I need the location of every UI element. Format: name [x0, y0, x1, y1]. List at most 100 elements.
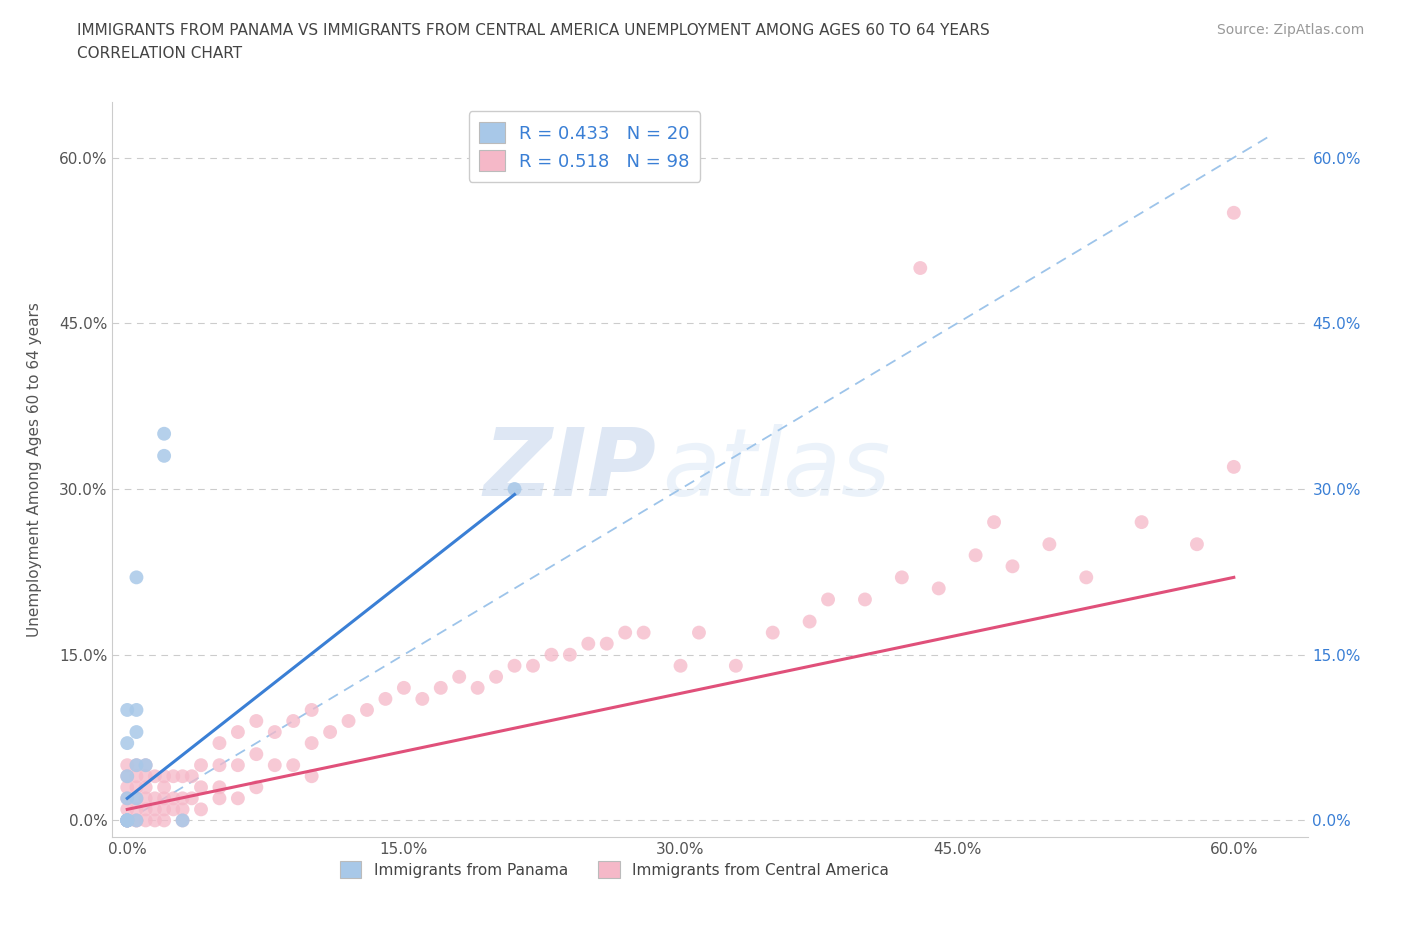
Point: [576, 636, 599, 651]
Point: [153, 802, 176, 817]
Point: [115, 813, 138, 828]
Point: [125, 802, 148, 817]
Point: [115, 813, 138, 828]
Point: [762, 625, 785, 640]
Point: [392, 681, 415, 696]
Point: [688, 625, 710, 640]
Point: [208, 736, 231, 751]
Point: [115, 813, 138, 828]
Point: [1223, 206, 1246, 220]
Point: [669, 658, 692, 673]
Point: [614, 625, 637, 640]
Point: [301, 702, 323, 717]
Point: [503, 658, 526, 673]
Point: [143, 813, 166, 828]
Point: [180, 769, 202, 784]
Point: [356, 702, 378, 717]
Point: [1223, 459, 1246, 474]
Point: [319, 724, 342, 739]
Point: [208, 790, 231, 805]
Point: [143, 769, 166, 784]
Point: [172, 790, 194, 805]
Point: [226, 724, 249, 739]
Point: [115, 790, 138, 805]
Point: [135, 758, 157, 773]
Point: [135, 780, 157, 795]
Point: [263, 758, 285, 773]
Point: [153, 813, 176, 828]
Point: [172, 813, 194, 828]
Legend: Immigrants from Panama, Immigrants from Central America: Immigrants from Panama, Immigrants from …: [333, 855, 896, 884]
Point: [135, 802, 157, 817]
Point: [467, 681, 489, 696]
Point: [172, 813, 194, 828]
Point: [337, 713, 360, 728]
Point: [208, 780, 231, 795]
Point: [283, 713, 305, 728]
Text: IMMIGRANTS FROM PANAMA VS IMMIGRANTS FROM CENTRAL AMERICA UNEMPLOYMENT AMONG AGE: IMMIGRANTS FROM PANAMA VS IMMIGRANTS FRO…: [77, 23, 990, 38]
Point: [125, 769, 148, 784]
Point: [153, 426, 176, 441]
Point: [115, 813, 138, 828]
Point: [226, 758, 249, 773]
Point: [890, 570, 912, 585]
Point: [115, 790, 138, 805]
Point: [928, 581, 950, 596]
Point: [125, 790, 148, 805]
Point: [172, 802, 194, 817]
Point: [153, 769, 176, 784]
Text: CORRELATION CHART: CORRELATION CHART: [77, 46, 242, 61]
Point: [115, 758, 138, 773]
Point: [115, 802, 138, 817]
Text: Source: ZipAtlas.com: Source: ZipAtlas.com: [1216, 23, 1364, 37]
Point: [143, 790, 166, 805]
Point: [135, 758, 157, 773]
Point: [115, 702, 138, 717]
Point: [190, 780, 212, 795]
Text: ZIP: ZIP: [484, 424, 657, 515]
Point: [485, 670, 508, 684]
Point: [429, 681, 451, 696]
Point: [503, 482, 526, 497]
Point: [125, 813, 148, 828]
Point: [125, 570, 148, 585]
Point: [522, 658, 544, 673]
Point: [153, 790, 176, 805]
Point: [153, 780, 176, 795]
Point: [540, 647, 562, 662]
Point: [1130, 514, 1153, 529]
Point: [245, 747, 267, 762]
Point: [1076, 570, 1098, 585]
Point: [180, 790, 202, 805]
Point: [115, 813, 138, 828]
Point: [245, 780, 267, 795]
Point: [115, 813, 138, 828]
Point: [853, 592, 876, 607]
Point: [799, 614, 821, 629]
Y-axis label: Unemployment Among Ages 60 to 64 years: Unemployment Among Ages 60 to 64 years: [28, 302, 42, 637]
Point: [125, 790, 148, 805]
Point: [135, 813, 157, 828]
Point: [449, 670, 471, 684]
Point: [172, 769, 194, 784]
Point: [245, 713, 267, 728]
Point: [1185, 537, 1208, 551]
Point: [190, 758, 212, 773]
Point: [190, 802, 212, 817]
Point: [1038, 537, 1060, 551]
Point: [162, 802, 184, 817]
Point: [135, 769, 157, 784]
Text: atlas: atlas: [662, 424, 890, 515]
Point: [115, 813, 138, 828]
Point: [1001, 559, 1024, 574]
Point: [135, 790, 157, 805]
Point: [125, 758, 148, 773]
Point: [115, 813, 138, 828]
Point: [910, 260, 932, 275]
Point: [558, 647, 581, 662]
Point: [263, 724, 285, 739]
Point: [983, 514, 1005, 529]
Point: [208, 758, 231, 773]
Point: [301, 736, 323, 751]
Point: [817, 592, 839, 607]
